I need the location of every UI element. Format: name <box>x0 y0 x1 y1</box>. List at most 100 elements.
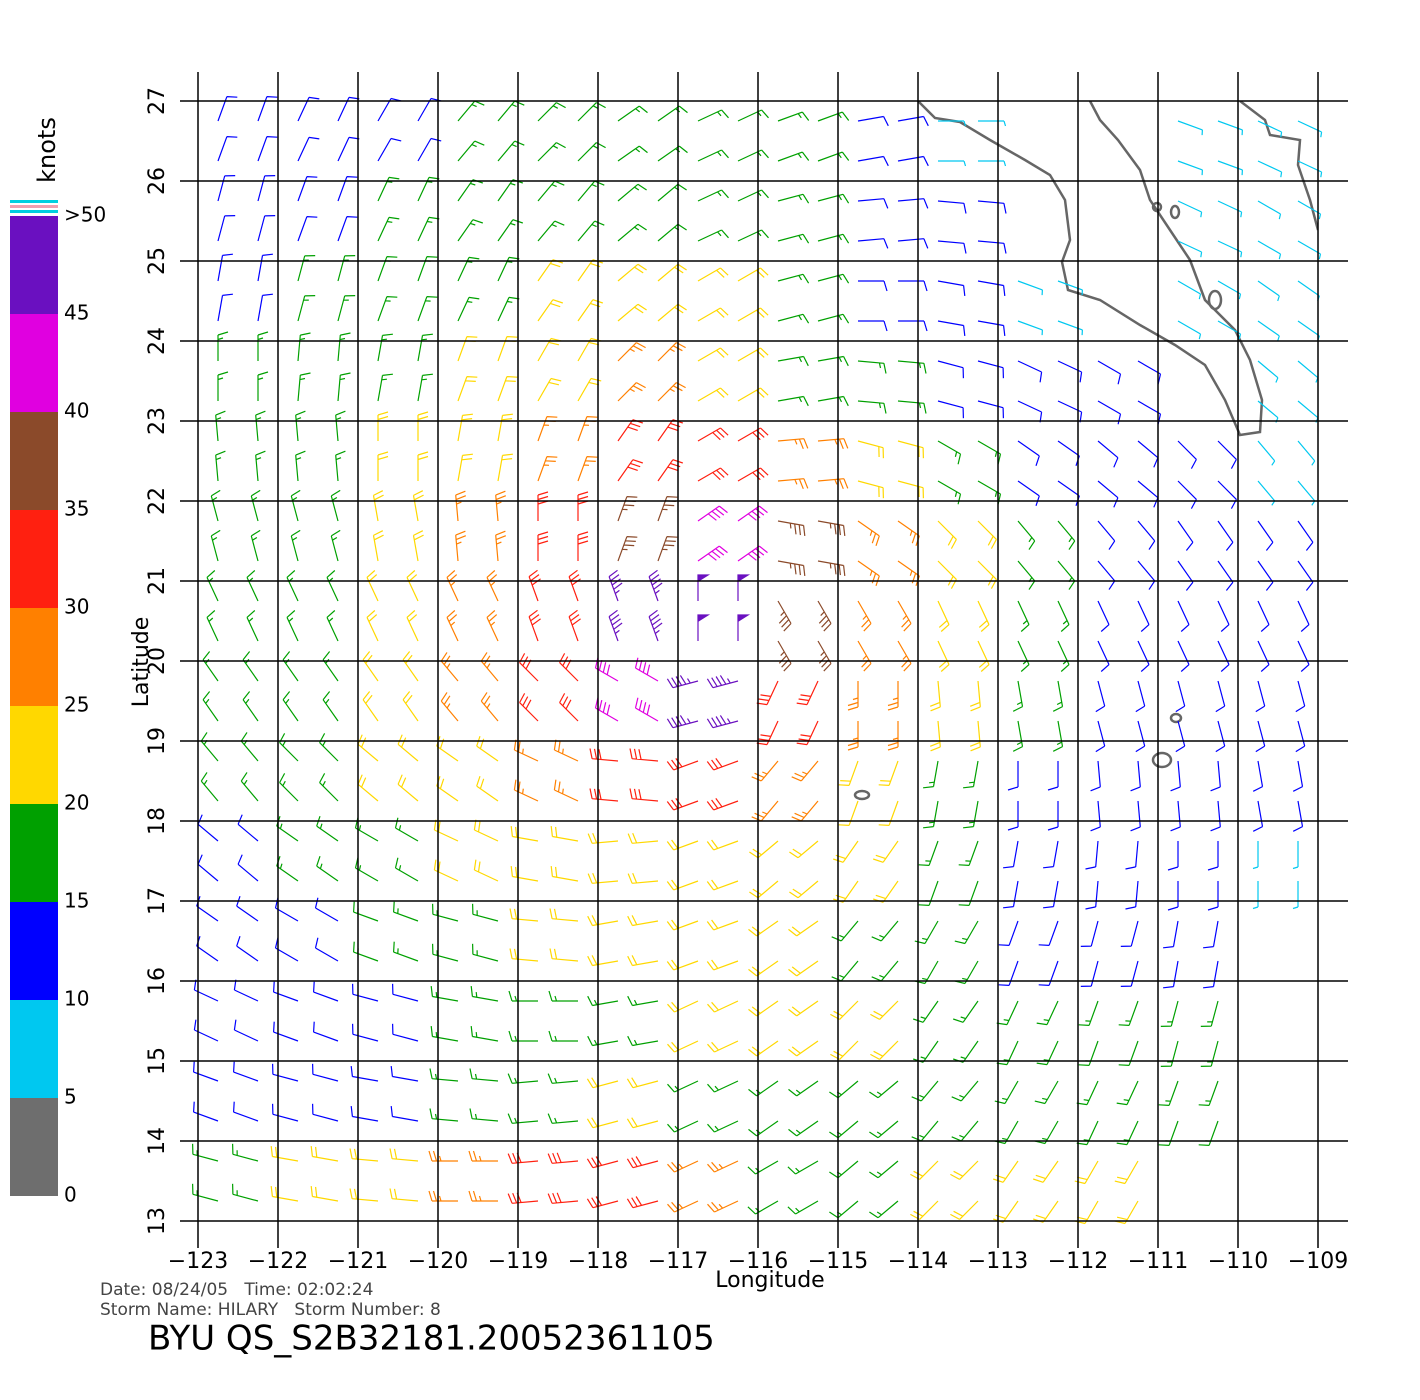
wind-barb <box>1177 200 1243 258</box>
wind-barb <box>377 411 429 481</box>
wind-barb <box>1252 841 1299 910</box>
wind-barb <box>1017 600 1070 672</box>
wind-barb <box>457 336 518 402</box>
wind-barb <box>777 438 849 490</box>
wind-barb <box>1090 760 1141 832</box>
colorbar: 0 5 10 15 20 25 30 35 40 45 >50 <box>10 203 106 1207</box>
wind-barb <box>196 896 259 962</box>
wind-barb <box>918 840 979 906</box>
wind-barb <box>290 489 341 562</box>
storm-info: Storm Name: HILARY Storm Number: 8 <box>100 1300 441 1320</box>
wind-barb <box>1163 920 1219 989</box>
wind-barb <box>937 200 1007 254</box>
wind-barb <box>202 651 259 722</box>
wind-barb <box>594 657 659 722</box>
wind-barb <box>297 332 351 402</box>
wind-barb <box>1177 120 1243 176</box>
wind-barb <box>914 920 979 985</box>
y-tick-label: 19 <box>145 727 170 755</box>
island <box>1169 712 1183 724</box>
wind-barb <box>617 419 683 482</box>
mainland-coast <box>1239 101 1318 231</box>
wind-barb <box>457 413 513 482</box>
wind-barb <box>666 675 739 729</box>
wind-barb <box>589 748 659 802</box>
wind-barb <box>587 915 659 967</box>
wind-barb <box>777 355 849 407</box>
wind-barb <box>357 734 419 802</box>
wind-barb <box>911 1080 979 1142</box>
wind-barb <box>697 267 769 322</box>
y-tick-label: 21 <box>145 567 170 595</box>
wind-barb <box>440 652 499 722</box>
x-tick-label: −109 <box>1288 1249 1348 1274</box>
wind-barb <box>777 273 850 324</box>
wind-barb <box>297 255 356 322</box>
colorbar-tick-label: >50 <box>64 203 106 227</box>
wind-barb <box>1177 440 1237 509</box>
island <box>1169 204 1181 220</box>
wind-barb <box>537 259 603 322</box>
wind-barb <box>748 920 819 977</box>
y-tick-label: 14 <box>145 1127 170 1155</box>
wind-barb <box>1252 760 1304 832</box>
wind-barb <box>537 102 606 162</box>
x-tick-label: −120 <box>408 1249 468 1274</box>
y-tick-label: 23 <box>145 407 170 435</box>
x-tick-label: −113 <box>968 1249 1028 1274</box>
colorbar-bin <box>10 608 58 706</box>
wind-barb <box>1257 120 1323 178</box>
wind-barb <box>697 109 769 162</box>
wind-barb <box>455 490 507 562</box>
wind-barb <box>279 733 339 802</box>
y-tick-label: 20 <box>145 647 170 675</box>
cap-stripe <box>10 205 58 208</box>
colorbar-title: knots <box>33 117 61 183</box>
wind-barb <box>697 505 768 562</box>
x-tick-label: −114 <box>888 1249 948 1274</box>
colorbar-tick-label: 10 <box>64 987 89 1011</box>
wind-barb <box>667 1160 739 1213</box>
wind-barb <box>513 739 579 802</box>
x-tick-label: −119 <box>488 1249 548 1274</box>
wind-barb <box>286 570 339 642</box>
wind-barb <box>1017 280 1083 336</box>
wind-barb <box>1257 440 1316 506</box>
y-tick-label: 22 <box>145 487 170 515</box>
colorbar-tick-label: 40 <box>64 399 89 423</box>
wind-barb <box>617 105 688 162</box>
wind-barb <box>749 840 819 899</box>
wind-barb <box>910 1160 979 1220</box>
wind-barb <box>270 1146 339 1202</box>
x-tick-label: −117 <box>648 1249 708 1274</box>
wind-barb <box>858 280 928 332</box>
wind-barb <box>537 337 602 402</box>
wind-barb <box>1097 600 1150 672</box>
colorbar-tick-label: 45 <box>64 301 89 325</box>
wind-barb <box>857 198 929 249</box>
wind-barb <box>1078 1000 1139 1066</box>
wind-barb <box>295 410 346 482</box>
wind-barb <box>350 1066 419 1122</box>
wind-barb <box>751 760 819 822</box>
wind-barb <box>998 920 1059 986</box>
wind-barb <box>217 253 273 322</box>
wind-barb <box>1257 520 1314 591</box>
wind-barb <box>833 840 899 903</box>
colorbar-tick-label: 25 <box>64 693 89 717</box>
wind-barb <box>617 342 686 402</box>
colorbar-bin <box>10 510 58 608</box>
wind-barb <box>913 1000 979 1063</box>
wind-barb <box>1257 360 1319 423</box>
grid: −123 −122 −121 −120 −119 −118 −117 −116 −115 −114… <box>145 72 1348 1274</box>
wind-barb <box>507 1152 579 1204</box>
wind-barb <box>1076 1080 1139 1146</box>
wind-barb <box>829 1160 899 1219</box>
wind-barb <box>1167 841 1219 911</box>
wind-barb <box>377 333 433 402</box>
cap-stripe <box>10 210 58 213</box>
wind-barb <box>507 1073 579 1124</box>
wind-barb <box>193 979 259 1042</box>
wind-barb <box>1177 600 1230 672</box>
wind-barb <box>273 981 339 1042</box>
